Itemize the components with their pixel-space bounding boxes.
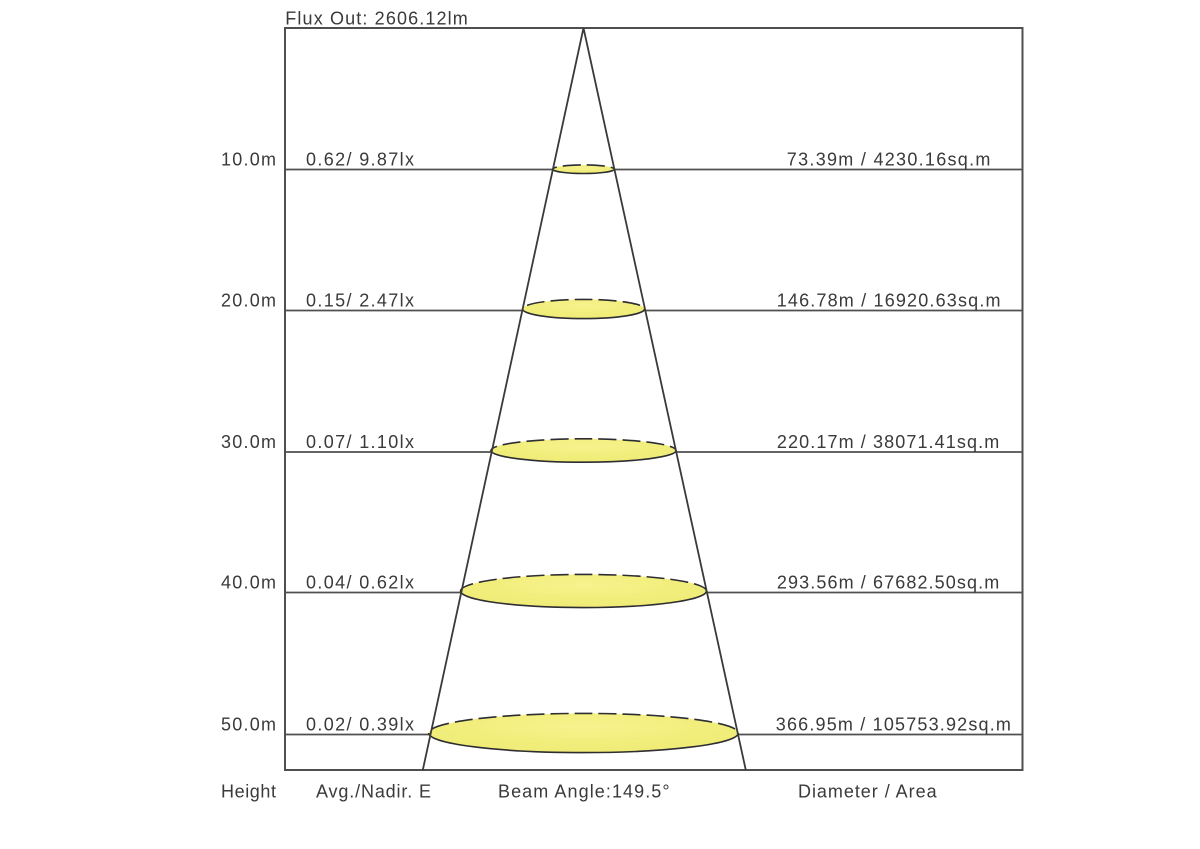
svg-text:293.56m / 67682.50sq.m: 293.56m / 67682.50sq.m xyxy=(777,573,999,593)
svg-text:Height: Height xyxy=(221,782,276,802)
svg-text:146.78m / 16920.63sq.m: 146.78m / 16920.63sq.m xyxy=(777,291,1001,311)
svg-text:Diameter / Area: Diameter / Area xyxy=(798,782,938,802)
svg-text:0.15/ 2.47lx: 0.15/ 2.47lx xyxy=(306,291,414,311)
svg-text:220.17m / 38071.41sq.m: 220.17m / 38071.41sq.m xyxy=(777,432,999,452)
svg-text:40.0m: 40.0m xyxy=(221,573,276,593)
svg-text:Flux Out: 2606.12lm: Flux Out: 2606.12lm xyxy=(285,9,468,29)
svg-text:0.62/ 9.87lx: 0.62/ 9.87lx xyxy=(306,150,414,170)
svg-text:30.0m: 30.0m xyxy=(221,432,276,452)
svg-text:0.04/ 0.62lx: 0.04/ 0.62lx xyxy=(306,573,414,593)
svg-text:20.0m: 20.0m xyxy=(221,291,276,311)
svg-text:Beam Angle:149.5°: Beam Angle:149.5° xyxy=(498,782,670,802)
svg-text:Avg./Nadir. E: Avg./Nadir. E xyxy=(316,782,431,802)
svg-text:0.07/ 1.10lx: 0.07/ 1.10lx xyxy=(306,432,414,452)
svg-text:50.0m: 50.0m xyxy=(221,715,276,735)
svg-text:73.39m / 4230.16sq.m: 73.39m / 4230.16sq.m xyxy=(787,150,991,170)
svg-text:10.0m: 10.0m xyxy=(221,150,276,170)
svg-text:0.02/ 0.39lx: 0.02/ 0.39lx xyxy=(306,715,414,735)
svg-text:366.95m / 105753.92sq.m: 366.95m / 105753.92sq.m xyxy=(776,715,1011,735)
